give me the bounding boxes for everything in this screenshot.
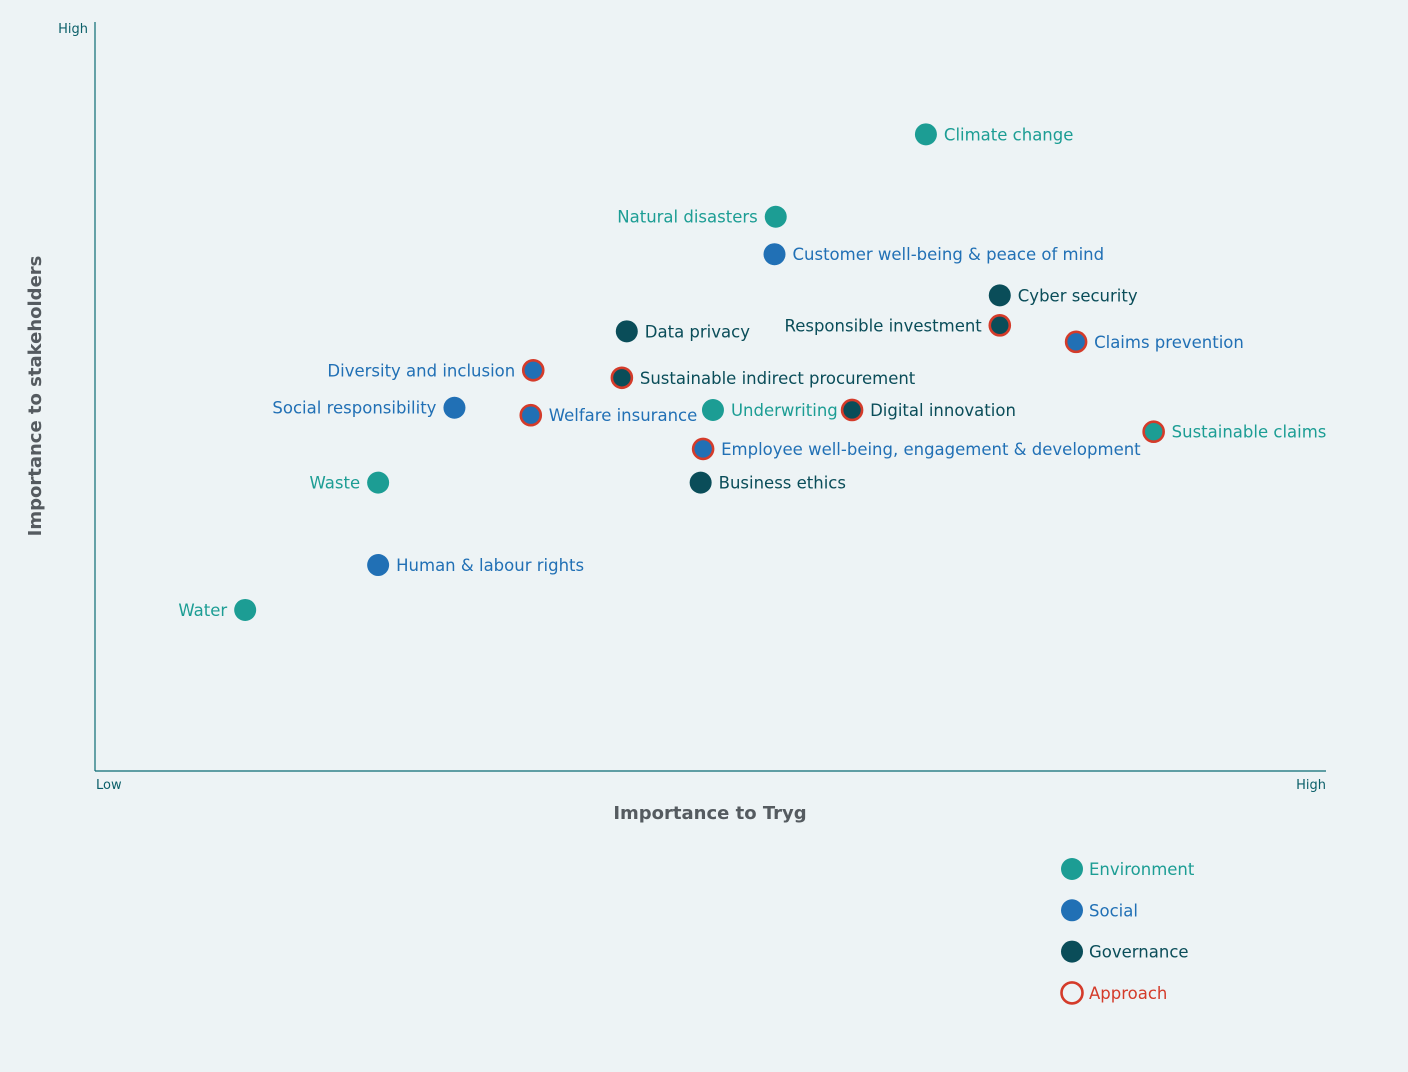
point-label: Diversity and inclusion (327, 361, 515, 380)
legend-swatch (1060, 981, 1084, 1005)
legend-item-approach: Approach (1060, 981, 1167, 1005)
point-marker (367, 471, 390, 494)
point-data-privacy: Data privacy (615, 320, 750, 343)
legend-swatch (1061, 940, 1083, 963)
point-marker (1064, 330, 1088, 354)
point-label: Digital innovation (870, 401, 1016, 420)
legend-item-social: Social (1061, 899, 1138, 922)
point-label: Water (178, 601, 227, 620)
point-label: Claims prevention (1094, 333, 1244, 352)
point-label: Natural disasters (617, 208, 757, 227)
point-label: Cyber security (1018, 286, 1138, 305)
point-claims-prevention: Claims prevention (1064, 330, 1244, 354)
legend-label: Environment (1089, 860, 1195, 879)
point-sustainable-indirect-procurement: Sustainable indirect procurement (610, 366, 916, 390)
point-label: Social responsibility (272, 399, 436, 418)
point-water: Water (178, 598, 257, 621)
point-marker (988, 284, 1011, 307)
point-marker (367, 554, 390, 577)
legend-swatch (1061, 899, 1083, 922)
y-tick-high: High (58, 22, 88, 37)
point-marker (610, 366, 634, 390)
point-business-ethics: Business ethics (689, 471, 846, 494)
x-tick-low: Low (96, 778, 122, 793)
point-marker (615, 320, 638, 343)
point-marker (521, 358, 545, 382)
point-marker (764, 205, 787, 228)
point-label: Customer well-being & peace of mind (793, 245, 1105, 264)
x-tick-high: High (1296, 778, 1326, 793)
point-marker (914, 123, 937, 146)
point-label: Employee well-being, engagement & develo… (721, 440, 1141, 459)
point-marker (763, 243, 786, 266)
point-label: Responsible investment (784, 316, 982, 335)
point-label: Data privacy (645, 322, 750, 341)
point-marker (443, 396, 466, 419)
point-marker (988, 314, 1012, 337)
legend-label: Approach (1089, 984, 1167, 1003)
legend-label: Governance (1089, 943, 1189, 962)
point-label: Waste (310, 474, 361, 493)
legend-item-governance: Governance (1061, 940, 1189, 963)
point-marker (691, 437, 715, 461)
point-sustainable-claims: Sustainable claims (1142, 420, 1327, 444)
legend: Environment Social Governance Approach (1060, 858, 1195, 1005)
point-social-responsibility: Social responsibility (272, 396, 466, 419)
point-diversity-and-inclusion: Diversity and inclusion (327, 358, 545, 382)
y-axis-title: Importance to stakeholders (25, 256, 46, 537)
point-employee-well-being-engagement-and-development: Employee well-being, engagement & develo… (691, 437, 1141, 461)
point-label: Sustainable indirect procurement (640, 369, 916, 388)
point-climate-change: Climate change (914, 123, 1073, 146)
point-underwriting: Underwriting (701, 398, 838, 421)
point-marker (234, 598, 257, 621)
point-natural-disasters: Natural disasters (617, 205, 787, 228)
x-axis-title: Importance to Tryg (613, 803, 806, 824)
point-label: Business ethics (719, 474, 846, 493)
point-welfare-insurance: Welfare insurance (519, 403, 698, 427)
point-marker (840, 398, 864, 422)
point-label: Human & labour rights (396, 556, 584, 575)
point-marker (701, 398, 724, 421)
legend-swatch (1061, 858, 1083, 880)
legend-label: Social (1089, 901, 1138, 920)
point-digital-innovation: Digital innovation (840, 398, 1016, 422)
legend-item-environment: Environment (1061, 858, 1195, 880)
point-label: Welfare insurance (549, 406, 698, 425)
point-customer-well-being-and-peace-of-mind: Customer well-being & peace of mind (763, 243, 1105, 266)
point-cyber-security: Cyber security (988, 284, 1138, 307)
point-marker (519, 403, 543, 427)
point-responsible-investment: Responsible investment (784, 314, 1012, 337)
point-marker (689, 471, 712, 494)
point-human-and-labour-rights: Human & labour rights (367, 554, 584, 577)
point-label: Underwriting (731, 401, 838, 420)
point-label: Sustainable claims (1172, 423, 1327, 442)
point-label: Climate change (944, 125, 1073, 144)
point-waste: Waste (310, 471, 390, 494)
point-marker (1142, 420, 1165, 444)
data-points: Climate change Natural disasters Customer … (178, 123, 1326, 621)
